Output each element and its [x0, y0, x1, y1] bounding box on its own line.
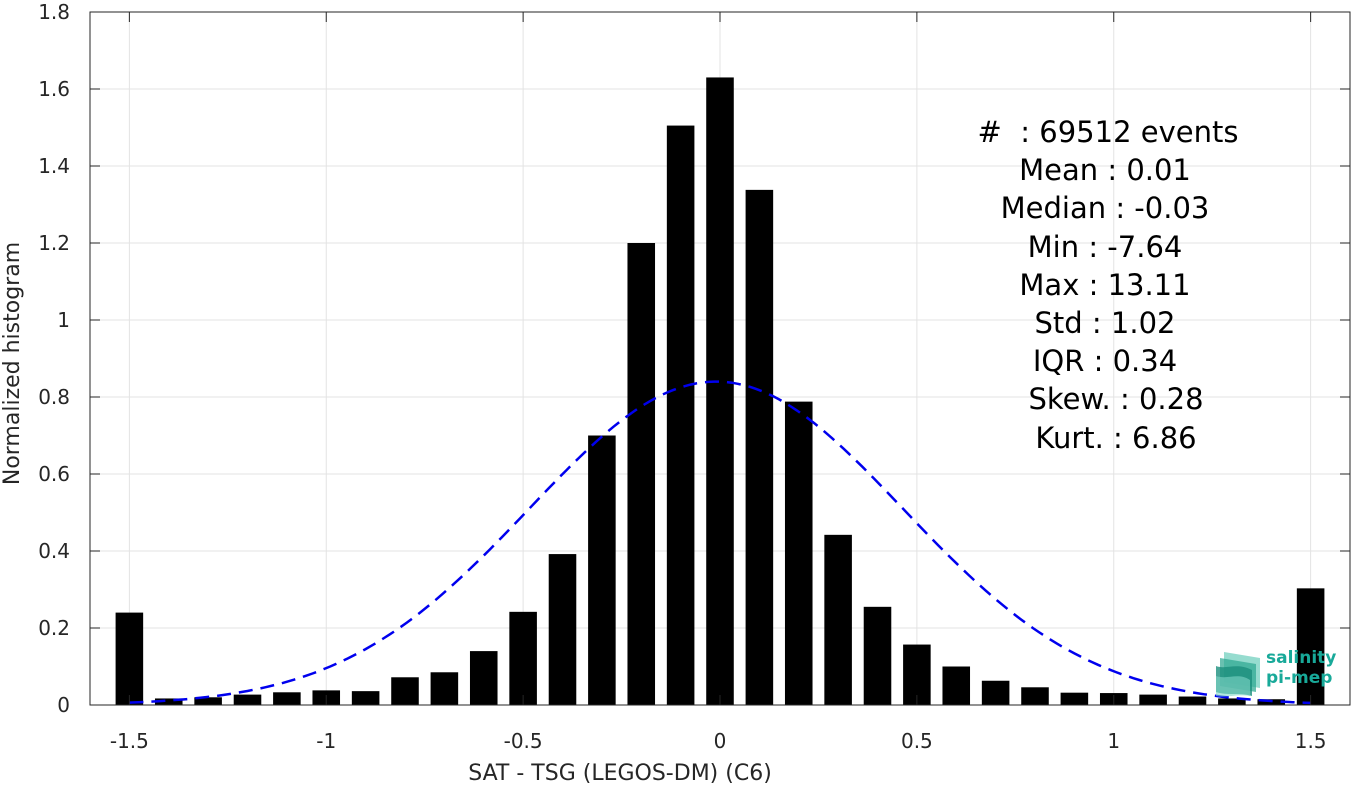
histogram-bar — [824, 534, 852, 705]
histogram-bar — [194, 697, 222, 705]
logo-text-pimep: pi-mep — [1266, 668, 1333, 688]
histogram-bar — [1060, 692, 1089, 705]
histogram-bar — [745, 189, 774, 705]
histogram-bar — [1296, 588, 1325, 705]
histogram-bar — [509, 611, 537, 705]
stat-events: # : 69512 events — [977, 115, 1239, 149]
x-tick-label: -1.5 — [110, 729, 149, 753]
y-tick-label: 1.8 — [38, 0, 70, 24]
histogram-bar — [784, 401, 813, 705]
y-tick-label: 1.6 — [38, 77, 70, 101]
gaussian-fit-line — [129, 380, 1311, 705]
x-tick-label: -0.5 — [504, 729, 543, 753]
y-tick-label: 1.4 — [38, 154, 70, 178]
histogram-bar — [942, 666, 971, 705]
histogram-bar — [1178, 696, 1207, 705]
histogram-bar — [666, 125, 695, 705]
x-axis-label: SAT - TSG (LEGOS-DM) (C6) — [468, 761, 772, 785]
histogram-bar — [1218, 698, 1246, 705]
y-tick-label: 0.8 — [38, 385, 70, 409]
y-axis-label: Normalized histogram — [0, 242, 25, 485]
y-tick-label: 1 — [57, 308, 70, 332]
histogram-bar — [430, 672, 459, 705]
y-tick-label: 0 — [57, 693, 70, 717]
logo-wave-icon — [1216, 652, 1260, 697]
y-tick-label: 0.4 — [38, 539, 70, 563]
stat-skew: Skew. : 0.28 — [1028, 382, 1204, 417]
stat-mean: Mean : 0.01 — [1019, 153, 1191, 188]
y-tick-label: 1.2 — [38, 231, 70, 255]
histogram-bar — [1139, 694, 1167, 705]
x-tick-label: 0 — [714, 729, 727, 753]
x-tick-label: -1 — [316, 729, 336, 753]
histogram-bar — [548, 554, 577, 705]
y-tick-label: 0.2 — [38, 616, 70, 640]
logo-text-salinity: salinity — [1266, 648, 1337, 668]
y-tick-label: 0.6 — [38, 462, 70, 486]
x-tick-label: 1 — [1107, 729, 1120, 753]
salinity-pimep-logo: salinity pi-mep — [1216, 648, 1346, 698]
stat-max: Max : 13.11 — [1019, 267, 1191, 302]
histogram-bar — [863, 606, 892, 705]
stat-iqr: IQR : 0.34 — [1032, 344, 1178, 379]
histogram-bar — [154, 698, 183, 705]
histogram-bar — [903, 644, 931, 705]
x-tick-label: 0.5 — [901, 729, 933, 753]
axis-ticks: -1.5 -1 -0.5 0 0.5 1 1.5 0 0.2 0.4 0.6 0.8 1 1.2 1.4 1.… — [38, 0, 1350, 753]
histogram-bar — [706, 77, 734, 705]
histogram-bar — [391, 677, 419, 705]
stat-median: Median : -0.03 — [1000, 191, 1210, 226]
statistics-box: # : 69512 events Mean : 0.01 Median : -0… — [930, 113, 1280, 457]
histogram-bar — [273, 692, 301, 705]
histogram-bar — [351, 691, 380, 705]
histogram-bar — [233, 694, 262, 705]
stat-std: Std : 1.02 — [1034, 306, 1176, 341]
histogram-bar — [469, 651, 498, 705]
histogram-bar — [1021, 687, 1049, 705]
stat-kurt: Kurt. : 6.86 — [1035, 420, 1197, 455]
histogram-bar — [981, 680, 1010, 705]
histogram-bar — [588, 435, 616, 705]
histogram-bar — [627, 243, 656, 705]
x-tick-label: 1.5 — [1295, 729, 1327, 753]
histogram-bar — [115, 612, 144, 705]
stat-min: Min : -7.64 — [1027, 229, 1183, 264]
